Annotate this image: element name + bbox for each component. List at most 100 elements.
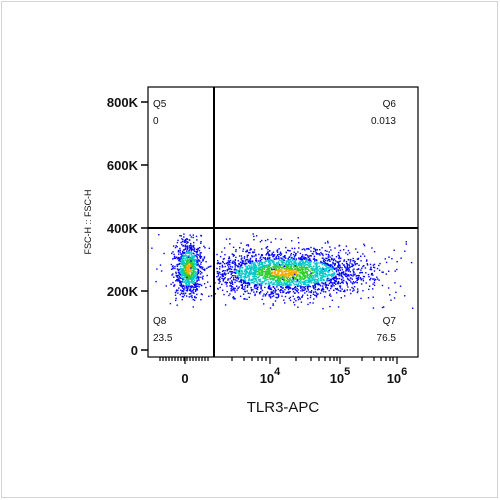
event-dot: [293, 298, 296, 300]
event-dot: [353, 262, 356, 264]
event-dot: [187, 271, 189, 274]
event-dot: [191, 285, 194, 287]
event-dot: [236, 277, 238, 279]
event-dot: [186, 286, 188, 288]
event-dot: [345, 262, 348, 265]
event-dot: [254, 293, 256, 295]
event-dot: [344, 289, 346, 291]
event-dot: [347, 286, 349, 288]
event-dot: [378, 279, 380, 281]
event-dot: [183, 289, 185, 291]
event-dot: [324, 264, 326, 266]
event-dot: [267, 261, 270, 263]
event-dot: [372, 278, 374, 280]
event-dot: [304, 286, 306, 288]
event-dot: [320, 269, 322, 271]
event-dot: [251, 266, 253, 269]
event-dot: [270, 287, 272, 289]
event-dot: [191, 255, 193, 257]
event-dot: [290, 261, 292, 263]
event-dot: [247, 260, 249, 262]
event-dot: [257, 273, 259, 275]
event-dot: [245, 282, 247, 284]
event-dot: [307, 277, 309, 279]
event-dot: [306, 286, 309, 289]
event-dot: [192, 277, 195, 279]
event-dot: [233, 279, 235, 281]
event-dot: [230, 282, 232, 284]
event-dot: [198, 259, 200, 261]
quadrant-q5-name: Q5: [153, 99, 167, 110]
event-dot: [300, 286, 302, 288]
event-dot: [352, 281, 355, 283]
event-dot: [247, 292, 249, 294]
event-dot: [229, 264, 231, 266]
event-dot: [199, 276, 201, 278]
event-dot: [181, 281, 183, 283]
event-dot: [331, 277, 334, 280]
event-dot: [276, 249, 279, 251]
event-dot: [193, 279, 196, 281]
event-dot: [285, 267, 288, 270]
event-dot: [240, 255, 243, 257]
event-dot: [248, 272, 251, 274]
event-dot: [186, 245, 188, 247]
event-dot: [278, 295, 280, 297]
event-dot: [264, 239, 267, 242]
quadrant-q8-name: Q8: [153, 316, 167, 327]
event-dot: [288, 261, 290, 264]
event-dot: [250, 271, 253, 273]
event-dot: [304, 269, 307, 271]
event-dot: [306, 266, 309, 269]
event-dot: [250, 286, 252, 289]
event-dot: [184, 269, 187, 271]
event-dot: [185, 272, 187, 274]
event-dot: [234, 259, 237, 261]
event-dot: [333, 289, 335, 291]
event-dot: [292, 295, 294, 297]
event-dot: [190, 291, 193, 293]
event-dot: [182, 290, 185, 292]
event-dot: [182, 259, 184, 261]
event-dot: [313, 247, 315, 249]
event-dot: [316, 283, 319, 285]
event-dot: [190, 249, 192, 252]
event-dot: [233, 254, 235, 256]
event-dot: [184, 263, 186, 265]
event-dot: [278, 264, 281, 266]
event-dot: [301, 256, 304, 258]
event-dot: [335, 269, 338, 271]
event-dot: [280, 254, 282, 256]
event-dot: [196, 261, 199, 264]
event-dot: [320, 251, 322, 254]
event-dot: [158, 234, 160, 236]
event-dot: [262, 257, 264, 259]
event-dot: [346, 264, 349, 266]
event-dot: [285, 257, 287, 259]
event-dot: [287, 249, 289, 252]
event-dot: [361, 267, 363, 269]
event-dot: [221, 251, 223, 253]
event-dot: [274, 270, 276, 272]
event-dot: [241, 283, 243, 286]
event-dot: [177, 289, 179, 292]
event-dot: [223, 272, 226, 274]
event-dot: [227, 263, 230, 265]
event-dot: [175, 299, 177, 302]
event-dot: [267, 248, 269, 251]
event-dot: [182, 265, 184, 267]
y-tick-label-200k: 200K: [107, 284, 139, 299]
event-dot: [304, 263, 306, 265]
event-dot: [324, 242, 327, 244]
event-dot: [347, 270, 350, 272]
event-dot: [261, 268, 264, 270]
event-dot: [179, 258, 181, 261]
event-dot: [365, 272, 367, 274]
y-tick-label-600k: 600K: [107, 158, 139, 173]
event-dot: [276, 284, 278, 287]
event-dot: [277, 281, 280, 283]
event-dot: [263, 266, 265, 268]
event-dot: [288, 271, 290, 273]
event-dot: [275, 266, 277, 268]
event-dot: [288, 259, 290, 261]
